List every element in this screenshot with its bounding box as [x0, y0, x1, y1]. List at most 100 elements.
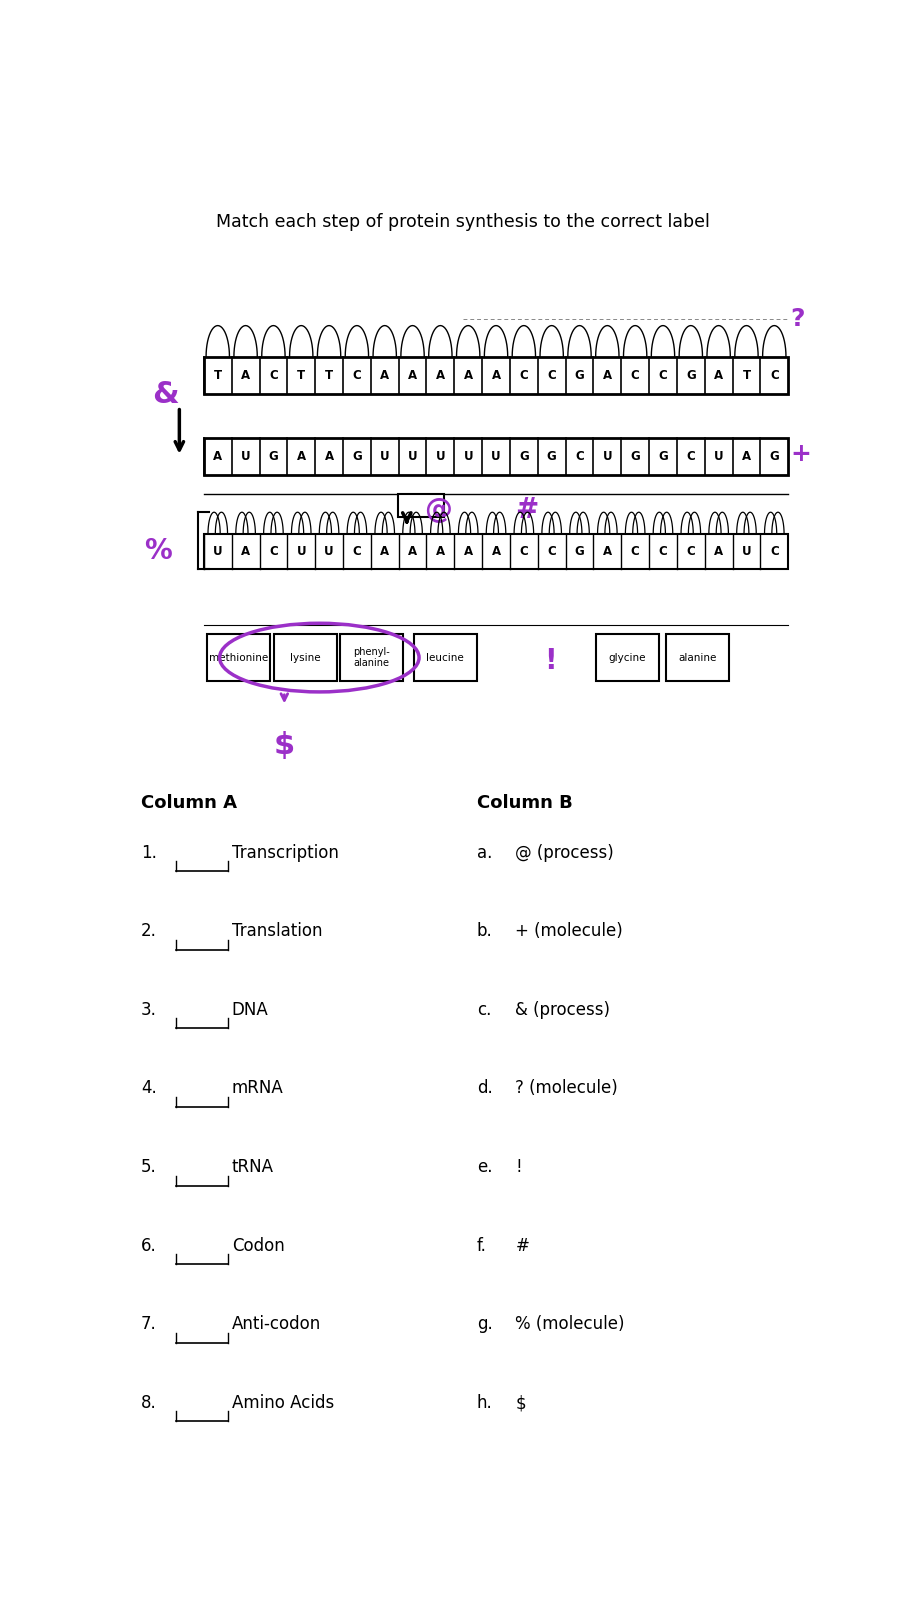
Text: C: C	[547, 545, 556, 558]
Bar	[204, 438, 787, 475]
Text: C: C	[686, 451, 695, 464]
Text: U: U	[241, 451, 250, 464]
Text: A: A	[491, 370, 500, 383]
Text: Amino Acids: Amino Acids	[232, 1394, 334, 1412]
Text: A: A	[408, 545, 417, 558]
Text: T: T	[297, 370, 305, 383]
Text: Codon: Codon	[232, 1237, 284, 1255]
Text: A: A	[603, 545, 612, 558]
Text: G: G	[574, 545, 584, 558]
Text: C: C	[519, 545, 528, 558]
Text: U: U	[213, 545, 222, 558]
Bar	[665, 634, 728, 681]
Text: A: A	[380, 545, 389, 558]
Text: $: $	[273, 731, 295, 760]
Text: A: A	[713, 545, 723, 558]
Text: A: A	[241, 545, 250, 558]
Text: Anti-codon: Anti-codon	[232, 1315, 321, 1334]
Bar	[398, 494, 443, 517]
Text: C: C	[547, 370, 556, 383]
Text: A: A	[463, 545, 473, 558]
Text: G: G	[574, 370, 584, 383]
Text: A: A	[213, 451, 222, 464]
Text: + (molecule): + (molecule)	[515, 922, 622, 940]
Text: leucine: leucine	[426, 653, 464, 663]
Text: A: A	[463, 370, 473, 383]
Text: & (process): & (process)	[515, 1000, 610, 1020]
Text: U: U	[380, 451, 389, 464]
Text: A: A	[241, 370, 250, 383]
Text: C: C	[269, 545, 278, 558]
Text: &: &	[152, 379, 179, 408]
Text: 5.: 5.	[141, 1157, 156, 1177]
Text: mRNA: mRNA	[232, 1080, 283, 1097]
Text: h.: h.	[476, 1394, 492, 1412]
Text: G: G	[630, 451, 640, 464]
Text: A: A	[408, 370, 417, 383]
Text: @: @	[424, 496, 452, 524]
Text: G: G	[268, 451, 278, 464]
Bar	[273, 634, 336, 681]
Text: g.: g.	[476, 1315, 492, 1334]
Text: Column B: Column B	[476, 794, 572, 812]
Text: A: A	[380, 370, 389, 383]
Text: #: #	[515, 1237, 529, 1255]
Text: c.: c.	[476, 1000, 491, 1020]
Text: A: A	[436, 370, 445, 383]
Text: %: %	[144, 538, 172, 566]
Text: A: A	[491, 545, 500, 558]
Text: lysine: lysine	[290, 653, 320, 663]
Text: 3.: 3.	[141, 1000, 157, 1020]
Text: T: T	[325, 370, 333, 383]
Text: G: G	[547, 451, 556, 464]
Bar	[340, 634, 403, 681]
Text: G: G	[519, 451, 529, 464]
Text: G: G	[658, 451, 667, 464]
Text: !: !	[515, 1157, 521, 1177]
Text: @ (process): @ (process)	[515, 843, 613, 862]
Text: 8.: 8.	[141, 1394, 156, 1412]
Text: U: U	[602, 451, 612, 464]
Text: G: G	[352, 451, 362, 464]
Text: A: A	[436, 545, 445, 558]
Text: alanine: alanine	[677, 653, 715, 663]
Text: C: C	[352, 545, 361, 558]
Text: glycine: glycine	[608, 653, 645, 663]
Text: ?: ?	[789, 308, 804, 331]
Bar	[413, 634, 476, 681]
Text: G: G	[686, 370, 695, 383]
Text: U: U	[491, 451, 501, 464]
Text: C: C	[575, 451, 584, 464]
Text: A: A	[741, 451, 750, 464]
Text: !: !	[543, 647, 556, 676]
Text: 2.: 2.	[141, 922, 157, 940]
Text: U: U	[324, 545, 334, 558]
Bar	[204, 533, 787, 569]
Bar	[204, 357, 787, 394]
Text: C: C	[630, 370, 639, 383]
Text: Match each step of protein synthesis to the correct label: Match each step of protein synthesis to …	[216, 214, 709, 232]
Bar	[207, 634, 270, 681]
Text: C: C	[769, 370, 778, 383]
Text: 7.: 7.	[141, 1315, 156, 1334]
Text: C: C	[519, 370, 528, 383]
Text: A: A	[603, 370, 612, 383]
Text: C: C	[769, 545, 778, 558]
Text: U: U	[741, 545, 750, 558]
Text: C: C	[352, 370, 361, 383]
Text: G: G	[769, 451, 778, 464]
Text: U: U	[435, 451, 445, 464]
Text: U: U	[408, 451, 417, 464]
Text: methionine: methionine	[209, 653, 268, 663]
Text: #: #	[515, 496, 538, 524]
Text: 1.: 1.	[141, 843, 157, 862]
Text: ? (molecule): ? (molecule)	[515, 1080, 617, 1097]
Text: f.: f.	[476, 1237, 486, 1255]
Text: Translation: Translation	[232, 922, 322, 940]
Text: e.: e.	[476, 1157, 492, 1177]
Text: 4.: 4.	[141, 1080, 156, 1097]
Text: C: C	[658, 370, 667, 383]
Text: T: T	[214, 370, 222, 383]
Text: $: $	[515, 1394, 525, 1412]
Text: a.: a.	[476, 843, 492, 862]
